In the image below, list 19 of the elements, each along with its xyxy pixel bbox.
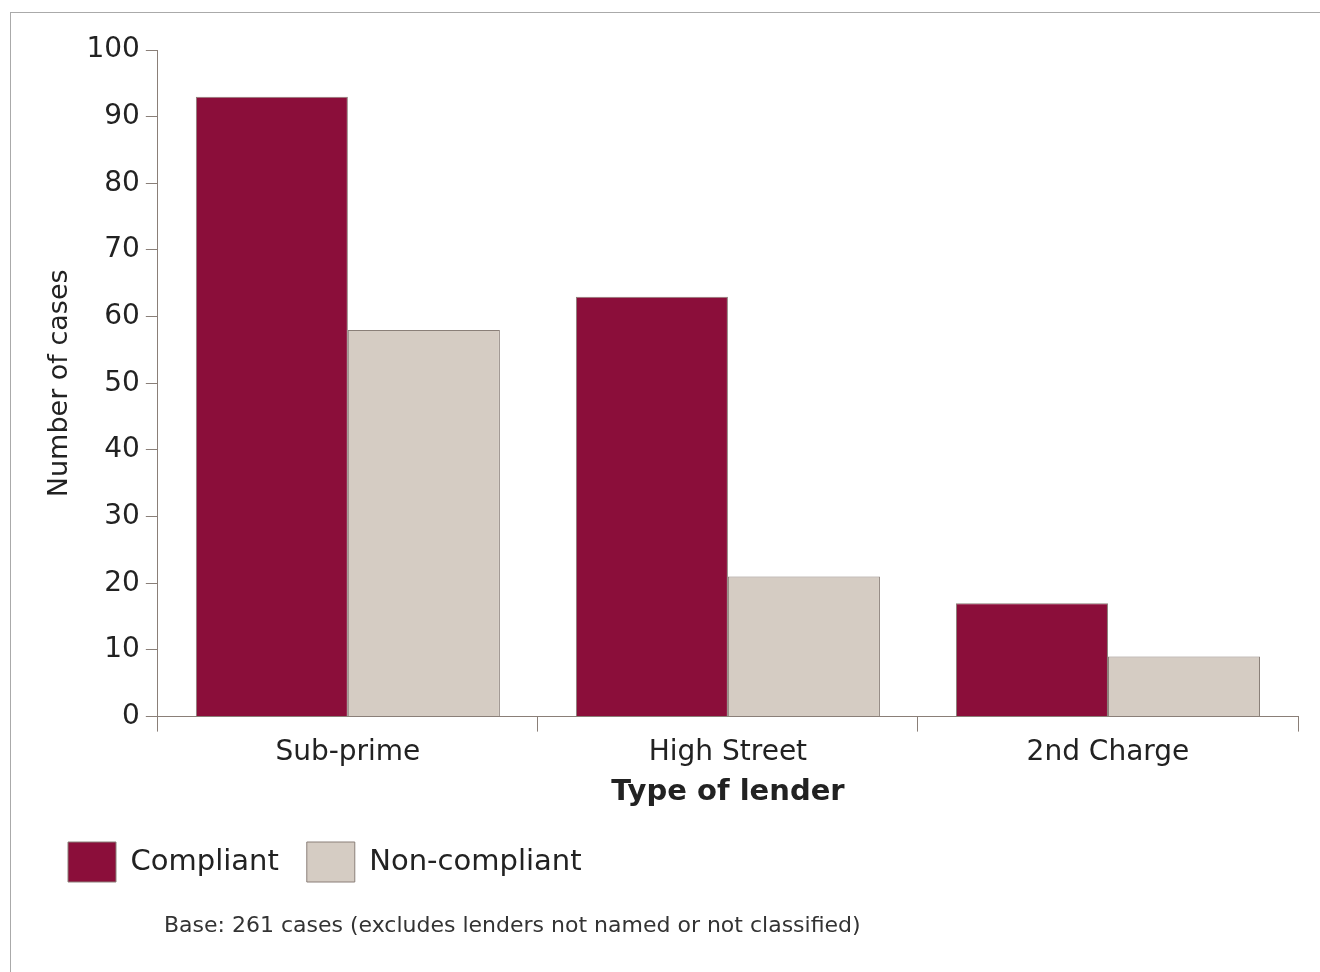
y-tick-label: 0 <box>122 697 140 731</box>
y-tick-label: 10 <box>104 631 140 665</box>
y-tick-label: 30 <box>104 497 140 531</box>
y-tick-label: 70 <box>104 231 140 265</box>
y-tick-label: 90 <box>104 97 140 131</box>
legend-label: Compliant <box>130 842 279 877</box>
x-axis-title: Type of lender <box>611 773 846 808</box>
x-tick-label: High Street <box>648 733 808 767</box>
legend-label: Non-compliant <box>369 842 582 877</box>
y-axis-title: Number of cases <box>42 269 74 498</box>
y-tick-label: 100 <box>86 31 140 65</box>
x-tick-label: 2nd Charge <box>1026 733 1190 767</box>
y-tick-label: 50 <box>104 364 140 398</box>
x-tick-label: Sub-prime <box>275 733 421 767</box>
y-tick-label: 60 <box>104 297 140 331</box>
text: Base: 261 cases (excludes lenders not named or not classified) <box>164 911 861 937</box>
y-tick-label: 40 <box>104 431 140 465</box>
y-tick-label: 80 <box>104 164 140 198</box>
y-tick-label: 20 <box>104 564 140 598</box>
